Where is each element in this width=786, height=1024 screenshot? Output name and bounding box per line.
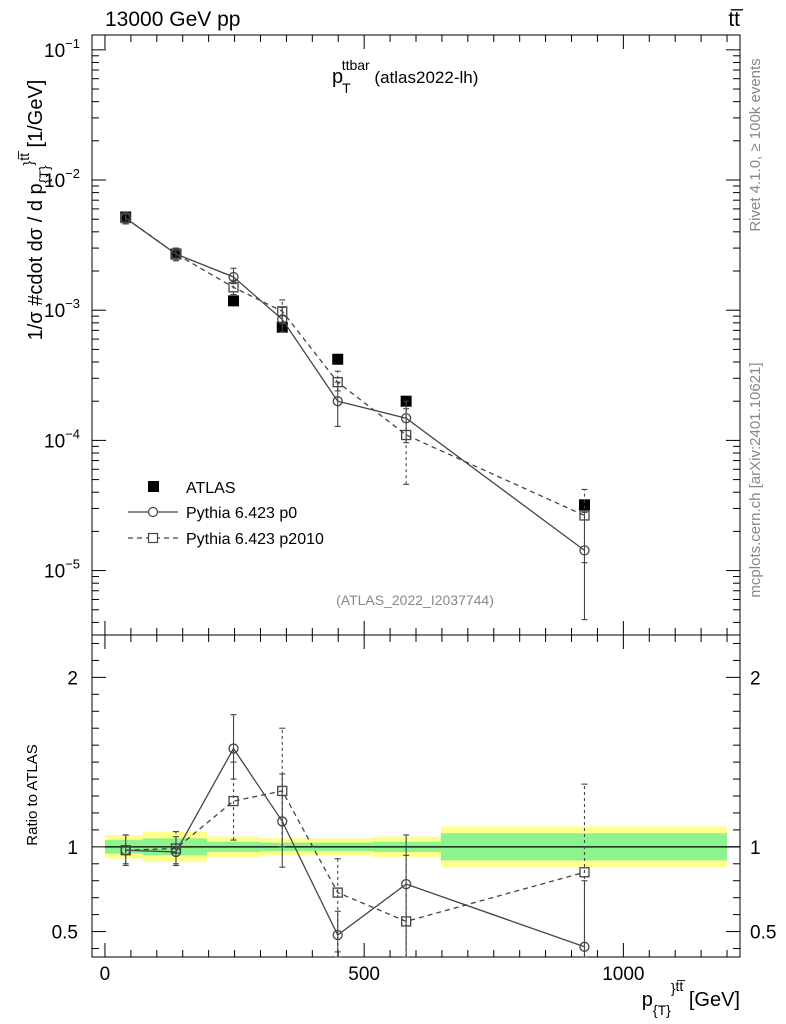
main-y-tick-label-base: 10	[44, 41, 65, 62]
ratio-y-axis-label: Ratio to ATLAS	[24, 744, 41, 845]
main-y-tick-labels: 10−110−210−310−410−5	[44, 36, 80, 583]
ratio-y-tick-label-left: 0.5	[52, 923, 78, 944]
ratio-bands	[104, 826, 740, 868]
x-tick-label: 0	[100, 964, 111, 985]
main-y-tick-label-exp: −4	[65, 426, 80, 441]
legend: ATLAS Pythia 6.423 p0 Pythia 6.423 p2010	[128, 480, 324, 548]
atlas-marker	[332, 353, 344, 365]
main-y-tick-label-exp: −5	[65, 557, 80, 572]
p0-marker	[120, 212, 131, 224]
main-ticks	[92, 35, 740, 635]
x-axis-label: p{T}}tt̅ [GeV]	[642, 978, 740, 1018]
main-y-axis-label-pre: 1/σ #cdot dσ / d p	[25, 183, 47, 340]
x-axis-label-pre: p	[642, 989, 653, 1011]
main-y-tick-label: 10−4	[44, 426, 80, 452]
legend-marker-atlas	[148, 481, 159, 492]
main-y-tick-label: 10−3	[44, 296, 80, 322]
ratio-series	[120, 714, 590, 958]
p2010-line	[125, 217, 585, 517]
main-y-tick-label: 10−1	[44, 36, 80, 62]
x-axis-label-sup2: tt̅	[676, 978, 687, 994]
ratio-y-tick-label-left: 2	[67, 668, 78, 689]
main-panel: 10−110−210−310−410−5 pTttbar (atlas2022-…	[16, 34, 741, 636]
p0-marker	[579, 545, 590, 556]
header-right: tt̅	[728, 8, 744, 31]
header-left: 13000 GeV pp	[105, 8, 240, 31]
main-y-tick-label-exp: −3	[65, 296, 80, 311]
analysis-id: (ATLAS_2022_I2037744)	[336, 592, 494, 608]
main-y-axis-label-sup: }	[20, 160, 36, 165]
ratio-y-tick-label-right: 1	[750, 838, 761, 859]
legend-marker-p0	[147, 506, 159, 518]
main-y-tick-label-base: 10	[44, 562, 65, 583]
x-axis-label-sub: {T}	[653, 1002, 671, 1018]
p0-marker	[228, 271, 239, 283]
main-series	[120, 211, 590, 621]
ratio-p2010-marker	[228, 795, 239, 807]
main-y-tick-label-base: 10	[44, 301, 65, 322]
plot-title-rest: (atlas2022-lh)	[370, 68, 479, 87]
ratio-panel: 0.5 0.5 1 1 2 2 0 500 1000 Ratio to ATLAS p{T}}t…	[24, 634, 777, 1018]
plot-title: pTttbar (atlas2022-lh)	[332, 57, 478, 96]
main-y-axis-label: 1/σ #cdot dσ / d p{T}}tt̅ [1/GeV]	[16, 80, 52, 341]
main-y-axis-label-post: [1/GeV]	[25, 80, 47, 153]
ratio-y-tick-label-right: 2	[750, 668, 761, 689]
p0-marker	[277, 314, 288, 325]
ratio-tick-labels: 0.5 0.5 1 1 2 2 0 500 1000	[52, 668, 777, 985]
atlas-marker	[228, 295, 240, 307]
ratio-p2010-marker	[579, 867, 590, 878]
legend-label-p0: Pythia 6.423 p0	[186, 505, 297, 522]
legend-label-atlas: ATLAS	[186, 480, 236, 497]
p0-marker	[170, 248, 182, 260]
legend-label-p2010: Pythia 6.423 p2010	[186, 531, 324, 548]
x-tick-label: 1000	[602, 964, 644, 985]
mcplots-label: mcplots.cern.ch [arXiv:2401.10621]	[747, 362, 764, 597]
main-y-tick-label: 10−5	[44, 557, 80, 583]
plot-title-sup: ttbar	[342, 57, 370, 73]
main-y-tick-label-base: 10	[44, 171, 65, 192]
main-y-axis-label-sup2: tt̅	[16, 150, 32, 161]
ratio-p2010-marker	[332, 887, 343, 898]
ratio-p0-marker	[332, 929, 343, 941]
main-y-axis-label-sub: {T}	[36, 165, 52, 183]
legend-marker-p2010	[147, 532, 159, 544]
main-y-tick-label: 10−2	[44, 166, 80, 192]
p0-marker	[332, 396, 343, 407]
p0-line	[125, 217, 585, 551]
p0-marker	[401, 413, 412, 424]
legend-entry-p2010: Pythia 6.423 p2010	[128, 531, 324, 548]
ratio-y-tick-label-left: 1	[67, 838, 78, 859]
ratio-y-tick-label-right: 0.5	[750, 923, 776, 944]
ratio-p0-marker	[401, 878, 412, 890]
ratio-p0-marker	[579, 941, 590, 952]
x-axis-label-post: [GeV]	[683, 989, 740, 1011]
plot-title-sub: T	[342, 80, 351, 96]
ratio-p0-marker	[170, 846, 182, 858]
main-y-tick-label-base: 10	[44, 431, 65, 452]
plot-title-main: p	[332, 66, 343, 88]
ratio-ticks	[92, 635, 740, 957]
atlas-marker	[578, 499, 590, 511]
legend-entry-atlas: ATLAS	[148, 480, 236, 497]
legend-entry-p0: Pythia 6.423 p0	[128, 505, 297, 522]
main-y-tick-label-exp: −2	[65, 166, 80, 181]
x-axis-label-sup: }	[671, 980, 676, 996]
ratio-p0-marker	[277, 816, 288, 827]
ratio-frame	[91, 634, 741, 958]
ratio-p0-marker	[120, 845, 131, 856]
ratio-p0-marker	[228, 743, 239, 754]
rivet-label: Rivet 4.1.0, ≥ 100k events	[747, 58, 764, 231]
main-y-tick-label-exp: −1	[65, 36, 80, 51]
x-tick-label: 500	[348, 964, 380, 985]
